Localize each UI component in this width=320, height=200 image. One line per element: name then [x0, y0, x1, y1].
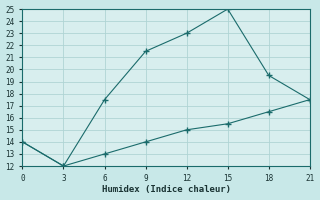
X-axis label: Humidex (Indice chaleur): Humidex (Indice chaleur): [102, 185, 231, 194]
